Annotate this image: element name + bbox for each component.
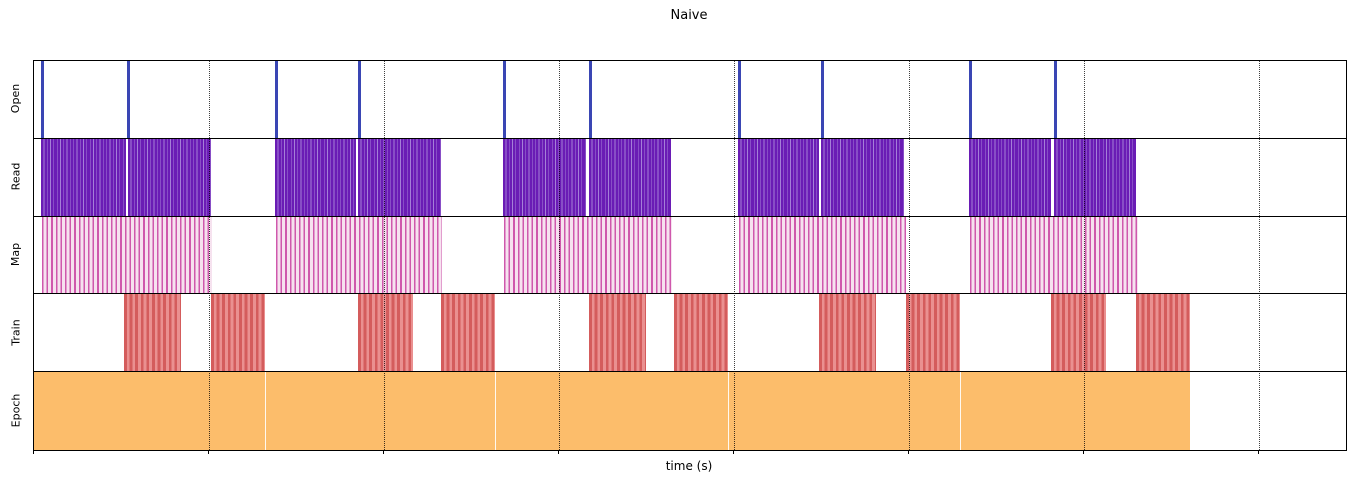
x-tick-mark bbox=[207, 450, 209, 454]
read-bar bbox=[502, 138, 586, 216]
train-bar bbox=[210, 294, 265, 372]
row-label-epoch: Epoch bbox=[9, 393, 23, 427]
epoch-bar bbox=[264, 372, 495, 450]
row-epoch bbox=[34, 372, 1346, 450]
open-event-mark bbox=[589, 61, 593, 138]
open-event-mark bbox=[969, 61, 973, 138]
row-map bbox=[34, 216, 1346, 295]
row-train bbox=[34, 294, 1346, 373]
map-bar bbox=[503, 216, 673, 294]
open-event-mark bbox=[40, 61, 44, 138]
read-bar bbox=[821, 138, 905, 216]
row-label-open: Open bbox=[9, 84, 23, 114]
read-bar bbox=[589, 138, 671, 216]
train-bar bbox=[1051, 294, 1107, 372]
x-axis-ticks bbox=[33, 450, 1345, 456]
x-tick-mark bbox=[33, 450, 34, 454]
x-tick-mark bbox=[1082, 450, 1084, 454]
plot-area bbox=[33, 60, 1347, 451]
train-bar bbox=[1136, 294, 1191, 372]
read-bar bbox=[1053, 138, 1137, 216]
epoch-bar bbox=[960, 372, 1191, 450]
open-event-mark bbox=[821, 61, 825, 138]
read-bar bbox=[275, 138, 356, 216]
train-bar bbox=[440, 294, 495, 372]
open-event-mark bbox=[502, 61, 506, 138]
x-tick-mark bbox=[732, 450, 734, 454]
map-bar bbox=[969, 216, 1138, 294]
map-bar bbox=[276, 216, 443, 294]
row-open bbox=[34, 61, 1346, 139]
read-bar bbox=[969, 138, 1052, 216]
map-bar bbox=[41, 216, 213, 294]
epoch-bar bbox=[494, 372, 729, 450]
rows-container bbox=[34, 61, 1346, 450]
open-event-mark bbox=[738, 61, 742, 138]
epoch-bar bbox=[728, 372, 961, 450]
train-bar bbox=[124, 294, 181, 372]
train-bar bbox=[818, 294, 877, 372]
train-bar bbox=[906, 294, 961, 372]
train-bar bbox=[589, 294, 647, 372]
read-bar bbox=[40, 138, 126, 216]
x-tick-mark bbox=[557, 450, 559, 454]
row-label-train: Train bbox=[9, 319, 23, 346]
train-bar bbox=[674, 294, 729, 372]
x-tick-mark bbox=[382, 450, 384, 454]
row-read bbox=[34, 138, 1346, 217]
read-bar bbox=[127, 138, 211, 216]
x-axis-label: time (s) bbox=[665, 459, 713, 473]
row-label-map: Map bbox=[9, 242, 23, 267]
epoch-bar bbox=[34, 372, 265, 450]
open-event-mark bbox=[126, 61, 130, 138]
read-bar bbox=[357, 138, 441, 216]
open-event-mark bbox=[275, 61, 279, 138]
row-label-read: Read bbox=[9, 162, 23, 191]
x-tick-mark bbox=[1257, 450, 1259, 454]
chart-title: Naive bbox=[670, 8, 708, 23]
train-bar bbox=[357, 294, 413, 372]
y-axis-labels: Open Read Map Train Epoch bbox=[0, 60, 32, 449]
map-bar bbox=[738, 216, 907, 294]
read-bar bbox=[738, 138, 819, 216]
open-event-mark bbox=[1053, 61, 1057, 138]
open-event-mark bbox=[357, 61, 361, 138]
x-tick-mark bbox=[907, 450, 909, 454]
